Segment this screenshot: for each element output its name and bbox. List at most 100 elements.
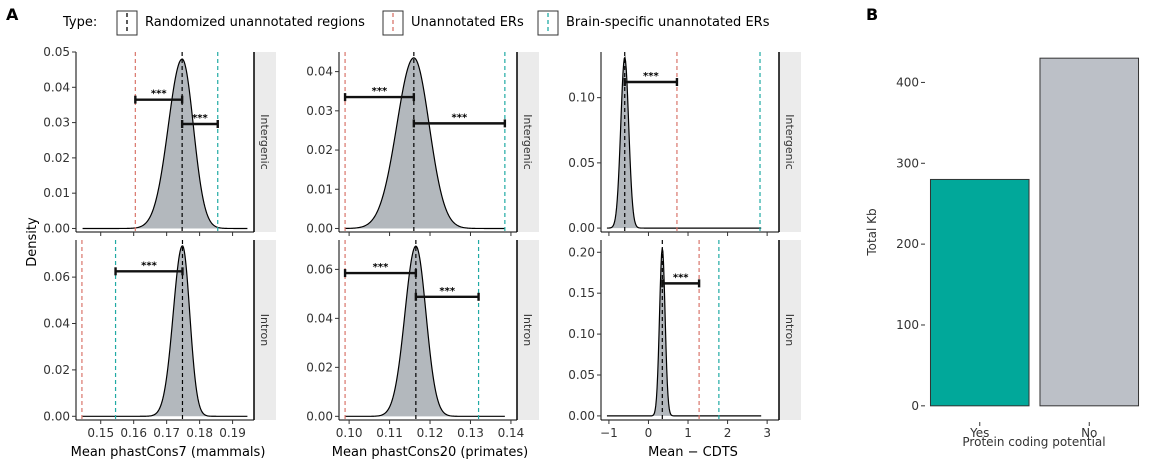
y-tick-label: 0.04 <box>306 65 333 79</box>
facet-intergenic-col2: *** 0.00 0.05 0.10 Intergenic <box>568 52 801 236</box>
significance-label: *** <box>373 262 389 273</box>
significance-label: *** <box>372 86 388 97</box>
bar-category-label: Yes <box>969 426 989 440</box>
panel-label-a: A <box>6 5 19 24</box>
x-tick-label: 0.16 <box>120 426 147 440</box>
bar-ylabel: Total Kb <box>865 208 879 256</box>
facet-strip <box>517 52 539 232</box>
facet-strip <box>779 52 801 232</box>
significance-bracket: *** <box>134 89 184 104</box>
legend-label-brain: Brain-specific unannotated ERs <box>566 15 770 30</box>
significance-label: *** <box>141 260 157 271</box>
y-tick-label: 0.02 <box>43 363 70 377</box>
legend-entry-brain: Brain-specific unannotated ERs <box>537 10 770 36</box>
facet-intron-col1: *** *** 0.00 0.02 0.04 0.06 0.10 0.11 0.12 0.13 0.… <box>306 240 539 440</box>
y-tick-label: 0.03 <box>43 116 70 130</box>
x-tick-label: 0.13 <box>457 426 484 440</box>
significance-label: *** <box>673 272 689 283</box>
x-tick-label: −1 <box>600 426 618 440</box>
density-fill <box>82 59 248 229</box>
density-curve <box>82 58 248 230</box>
y-tick-label: 0.05 <box>568 156 595 170</box>
x-tick-label: 0.18 <box>186 426 213 440</box>
facet-strip <box>517 240 539 420</box>
legend-label-random: Randomized unannotated regions <box>145 15 365 30</box>
y-tick-label: 0.10 <box>568 327 595 341</box>
significance-bracket: *** <box>661 272 701 288</box>
facet-strip-label: Intron <box>521 314 534 347</box>
x-tick-label: 1 <box>684 426 692 440</box>
y-tick-label: 0.02 <box>43 151 70 165</box>
y-tick-label: 0.03 <box>306 104 333 118</box>
density-curve <box>606 55 762 229</box>
facet-strip <box>254 52 276 232</box>
significance-label: *** <box>439 286 455 297</box>
legend: Type: Randomized unannotated regions Una… <box>62 10 770 36</box>
panel-background <box>601 240 779 420</box>
xlabel-cdts: Mean − CDTS <box>648 445 738 460</box>
x-tick-label: 0.12 <box>417 426 444 440</box>
significance-label: *** <box>192 113 208 124</box>
facet-strip-label: Intron <box>783 314 796 347</box>
y-tick-label: 0.20 <box>568 245 595 259</box>
x-tick-label: 0.10 <box>336 426 363 440</box>
density-fill <box>606 57 762 229</box>
y-tick-label: 0.05 <box>568 368 595 382</box>
significance-bracket: *** <box>414 286 480 301</box>
x-tick-label: 2 <box>724 426 732 440</box>
significance-bracket: *** <box>412 112 507 128</box>
y-tick-label: 0.04 <box>43 317 70 331</box>
x-tick-label: 0.17 <box>153 426 180 440</box>
significance-label: *** <box>151 89 167 100</box>
y-tick-label: 0.06 <box>306 262 333 276</box>
y-tick-label: 0.05 <box>43 45 70 59</box>
facet-intergenic-col0: *** *** 0.00 0.01 0.02 0.03 0.04 0.05 Intergenic <box>43 45 276 236</box>
density-curve <box>345 57 505 230</box>
x-tick-label: 0.14 <box>498 426 525 440</box>
bar-y-tick-label: 200 <box>896 237 919 251</box>
y-tick-label: 0.01 <box>306 182 333 196</box>
density-curve <box>606 248 762 417</box>
x-tick-label: 0 <box>645 426 653 440</box>
x-tick-label: 3 <box>763 426 771 440</box>
legend-entry-random: Randomized unannotated regions <box>116 10 365 36</box>
facet-strip <box>254 240 276 420</box>
bar-xlabel: Protein coding potential <box>962 435 1105 449</box>
density-axis-title: Density <box>25 217 40 267</box>
legend-label-unannotated: Unannotated ERs <box>411 15 524 30</box>
y-tick-label: 0.01 <box>43 186 70 200</box>
facet-strip <box>779 240 801 420</box>
significance-bracket: *** <box>623 71 679 86</box>
legend-title: Type: <box>62 15 97 30</box>
density-fill <box>345 246 505 417</box>
y-tick-label: 0.15 <box>568 286 595 300</box>
facet-intron-col0: *** 0.00 0.02 0.04 0.06 0.15 0.16 0.17 0.18 0.19 I… <box>43 240 276 440</box>
y-tick-label: 0.00 <box>306 221 333 235</box>
facet-intergenic-col1: *** *** 0.00 0.01 0.02 0.03 0.04 Intergenic <box>306 52 539 236</box>
x-tick-label: 0.11 <box>376 426 403 440</box>
significance-label: *** <box>643 71 659 82</box>
y-tick-label: 0.00 <box>43 409 70 423</box>
facet-grid: *** *** 0.00 0.01 0.02 0.03 0.04 0.05 Intergenic… <box>43 45 801 440</box>
facet-strip-label: Intron <box>258 314 271 347</box>
bar-category-label: No <box>1081 426 1097 440</box>
y-tick-label: 0.00 <box>306 409 333 423</box>
bar-no <box>1039 57 1140 407</box>
facet-intron-col2: *** 0.00 0.05 0.10 0.15 0.20 −1 0 1 2 3 Intron <box>568 240 801 440</box>
bar-y-tick-label: 0 <box>911 399 919 413</box>
significance-bracket: *** <box>343 86 416 102</box>
bar-y-tick-label: 300 <box>896 156 919 170</box>
bar-y-tick-label: 100 <box>896 318 919 332</box>
significance-bracket: *** <box>343 262 418 278</box>
y-tick-label: 0.02 <box>306 360 333 374</box>
bar-yes <box>929 178 1030 407</box>
bar-chart: Yes No 0 100 200 300 400 <box>896 57 1140 440</box>
panel-label-b: B <box>866 5 878 24</box>
facet-strip-label: Intergenic <box>258 114 271 169</box>
density-fill <box>345 57 505 229</box>
x-tick-label: 0.15 <box>87 426 114 440</box>
facet-strip-label: Intergenic <box>783 114 796 169</box>
y-tick-label: 0.00 <box>568 409 595 423</box>
y-tick-label: 0.00 <box>43 221 70 235</box>
